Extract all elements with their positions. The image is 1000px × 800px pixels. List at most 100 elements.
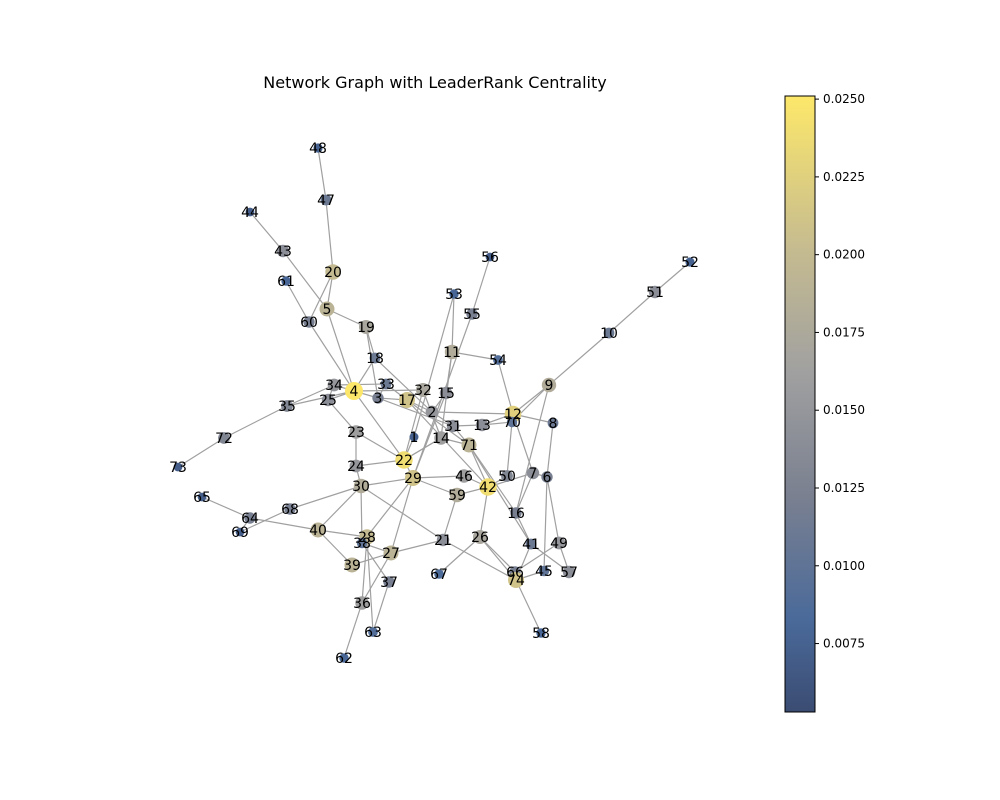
edge-32-22 [403,389,424,461]
node-33 [380,378,392,390]
node-label-60: 60 [300,315,318,331]
node-label-66: 66 [506,565,524,581]
node-62 [339,653,349,663]
node-label-12: 12 [504,407,522,423]
node-42 [479,478,497,496]
node-1 [409,432,419,442]
edge-66-26 [479,536,516,573]
node-label-74: 74 [507,573,525,589]
node-label-32: 32 [414,383,432,399]
node-label-4: 4 [350,384,359,400]
node-49 [552,536,566,550]
node-label-50: 50 [498,469,516,485]
node-label-57: 57 [560,565,578,581]
node-label-15: 15 [437,386,455,402]
edge-47-20 [325,199,334,273]
node-layer [173,143,695,663]
node-label-36: 36 [353,596,371,612]
node-label-63: 63 [364,625,382,641]
edge-43-5 [282,250,328,310]
edge-40-39 [317,529,353,566]
edge-37-63 [372,581,390,633]
node-label-68: 68 [281,502,299,518]
node-21 [436,533,450,547]
edge-30-68 [289,485,362,510]
node-30 [353,478,369,494]
node-label-58: 58 [532,626,550,642]
node-label-54: 54 [489,353,507,369]
edge-53-1 [413,293,455,438]
node-label-35: 35 [278,399,296,415]
node-34 [327,378,341,392]
edge-2-12 [431,411,514,415]
node-36 [355,596,369,610]
node-label-46: 46 [455,469,473,485]
node-label-24: 24 [347,459,365,475]
node-label-27: 27 [382,546,400,562]
node-13 [475,418,489,432]
edge-40-28 [317,529,368,538]
node-label-9: 9 [545,378,554,394]
node-61 [281,276,291,286]
node-label-34: 34 [325,378,343,394]
node-label-42: 42 [479,480,497,496]
node-5 [319,301,335,317]
edge-8-6 [546,422,554,478]
node-58 [536,628,546,638]
node-label-64: 64 [241,511,259,527]
edge-29-46 [412,475,465,479]
node-8 [547,417,559,429]
edge-11-53 [451,293,455,353]
node-26 [473,530,487,544]
node-2 [425,405,439,419]
label-layer: 1234567891011121314151617181920212223242… [169,141,699,667]
node-label-13: 13 [473,418,491,434]
node-label-26: 26 [471,530,489,546]
node-44 [245,207,255,217]
node-46 [457,469,471,483]
node-60 [303,316,315,328]
node-label-14: 14 [432,431,450,447]
node-label-70: 70 [503,415,521,431]
node-74 [508,572,524,588]
node-10 [603,327,615,339]
node-18 [369,352,381,364]
node-11 [444,344,460,360]
edge-48-47 [317,147,327,201]
node-label-65: 65 [193,490,211,506]
edge-60-4 [308,321,355,392]
edge-64-40 [249,517,319,531]
node-label-49: 49 [550,536,568,552]
node-20 [325,264,341,280]
colorbar-ticks: 0.0075 0.0100 0.0125 0.0150 0.0175 0.0200 0.02… [815,92,865,651]
node-57 [562,565,576,579]
edge-59-21 [442,494,458,541]
node-59 [449,487,465,503]
edge-51-52 [654,261,691,293]
edge-3-31 [377,397,454,427]
edge-38-37 [361,542,390,583]
edge-18-2 [374,357,433,413]
node-label-71: 71 [460,438,478,454]
edge-9-16 [515,384,550,514]
node-50 [501,470,513,482]
node-63 [368,627,378,637]
edge-26-67 [438,536,481,575]
node-48 [313,143,323,153]
node-6 [541,471,553,483]
node-24 [349,459,363,473]
node-label-73: 73 [169,460,187,476]
edge-34-35 [286,384,335,407]
node-label-30: 30 [352,479,370,495]
colorbar-tick-label: 0.0100 [823,559,865,573]
edge-50-70 [506,421,513,477]
node-label-23: 23 [347,425,365,441]
node-29 [405,470,421,486]
node-label-61: 61 [277,274,295,290]
node-3 [372,392,384,404]
node-39 [344,557,360,573]
node-label-21: 21 [434,533,452,549]
node-54 [493,355,503,365]
node-label-5: 5 [323,302,332,318]
